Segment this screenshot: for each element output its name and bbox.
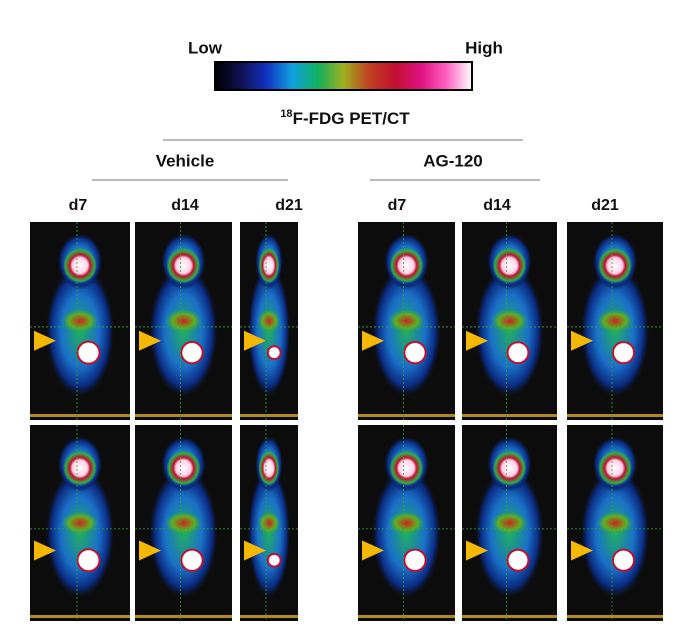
hot-spot <box>389 450 424 486</box>
colorbar <box>214 61 473 91</box>
pet-image <box>135 425 232 621</box>
title-superscript: 18 <box>280 108 292 120</box>
pet-image <box>30 222 130 420</box>
warm-spot <box>387 309 426 333</box>
warm-spot <box>490 511 529 535</box>
hot-spot <box>598 450 632 486</box>
hot-spot <box>389 247 424 284</box>
timepoint-label: d21 <box>275 197 303 214</box>
bladder <box>611 548 636 572</box>
bladder <box>76 340 101 365</box>
bladder <box>76 548 101 573</box>
colorbar-low: Low <box>188 38 223 57</box>
pet-image <box>567 222 663 420</box>
warm-spot <box>61 309 99 333</box>
bladder <box>180 548 204 572</box>
bladder <box>506 341 530 365</box>
image-strip <box>462 414 557 417</box>
bladder <box>266 552 282 568</box>
arrowhead <box>139 540 161 561</box>
warm-spot <box>164 309 203 333</box>
image-strip <box>567 615 663 618</box>
bladder <box>506 548 530 572</box>
arrowhead <box>571 540 593 561</box>
image-strip <box>358 615 455 618</box>
pet-image <box>30 425 130 621</box>
arrowhead <box>244 330 266 351</box>
warm-spot <box>387 511 426 535</box>
pet-image <box>462 425 557 621</box>
bladder <box>266 345 282 361</box>
pet-image <box>240 222 298 420</box>
figure-title: 18F-FDG PET/CT <box>280 108 410 129</box>
warm-spot <box>596 511 634 535</box>
timepoint-label: d14 <box>171 197 199 214</box>
hot-spot <box>598 247 632 284</box>
hot-spot <box>166 247 201 284</box>
hot-spot <box>63 450 97 486</box>
arrowhead <box>466 540 488 561</box>
group-label: AG-120 <box>423 151 483 170</box>
image-strip <box>135 615 232 618</box>
timepoint-label: d7 <box>69 197 88 214</box>
hot-spot <box>258 450 280 486</box>
timepoint-label: d14 <box>483 197 511 214</box>
colorbar-high: High <box>465 38 503 57</box>
hot-spot <box>63 247 97 284</box>
arrowhead <box>244 540 266 561</box>
title-text: F-FDG PET/CT <box>293 109 411 128</box>
pet-image <box>462 222 557 420</box>
arrowhead <box>34 330 56 351</box>
hot-spot <box>492 247 527 284</box>
arrowhead <box>571 330 593 351</box>
image-strip <box>30 615 130 618</box>
warm-spot <box>164 511 203 535</box>
image-strip <box>240 615 298 618</box>
arrowhead <box>466 330 488 351</box>
arrowhead <box>34 540 56 561</box>
bladder <box>611 341 636 365</box>
timepoint-label: d21 <box>591 197 619 214</box>
pet-image <box>135 222 232 420</box>
image-strip <box>135 414 232 417</box>
pet-image <box>358 425 455 621</box>
pet-image <box>567 425 663 621</box>
bladder <box>403 548 427 572</box>
warm-spot <box>490 309 529 333</box>
pet-image <box>358 222 455 420</box>
pet-image <box>240 425 298 621</box>
arrowhead <box>362 330 384 351</box>
bladder <box>403 341 427 365</box>
image-strip <box>240 414 298 417</box>
warm-spot <box>257 511 281 535</box>
image-strip <box>30 414 130 417</box>
hot-spot <box>492 450 527 486</box>
warm-spot <box>61 511 99 535</box>
timepoint-label: d7 <box>388 197 407 214</box>
hot-spot <box>166 450 201 486</box>
arrowhead <box>362 540 384 561</box>
bladder <box>180 341 204 365</box>
arrowhead <box>139 330 161 351</box>
panels <box>30 222 663 621</box>
warm-spot <box>596 309 634 333</box>
image-strip <box>358 414 455 417</box>
warm-spot <box>257 309 281 333</box>
image-strip <box>567 414 663 417</box>
hot-spot <box>258 247 280 284</box>
image-strip <box>462 615 557 618</box>
group-label: Vehicle <box>156 151 215 170</box>
